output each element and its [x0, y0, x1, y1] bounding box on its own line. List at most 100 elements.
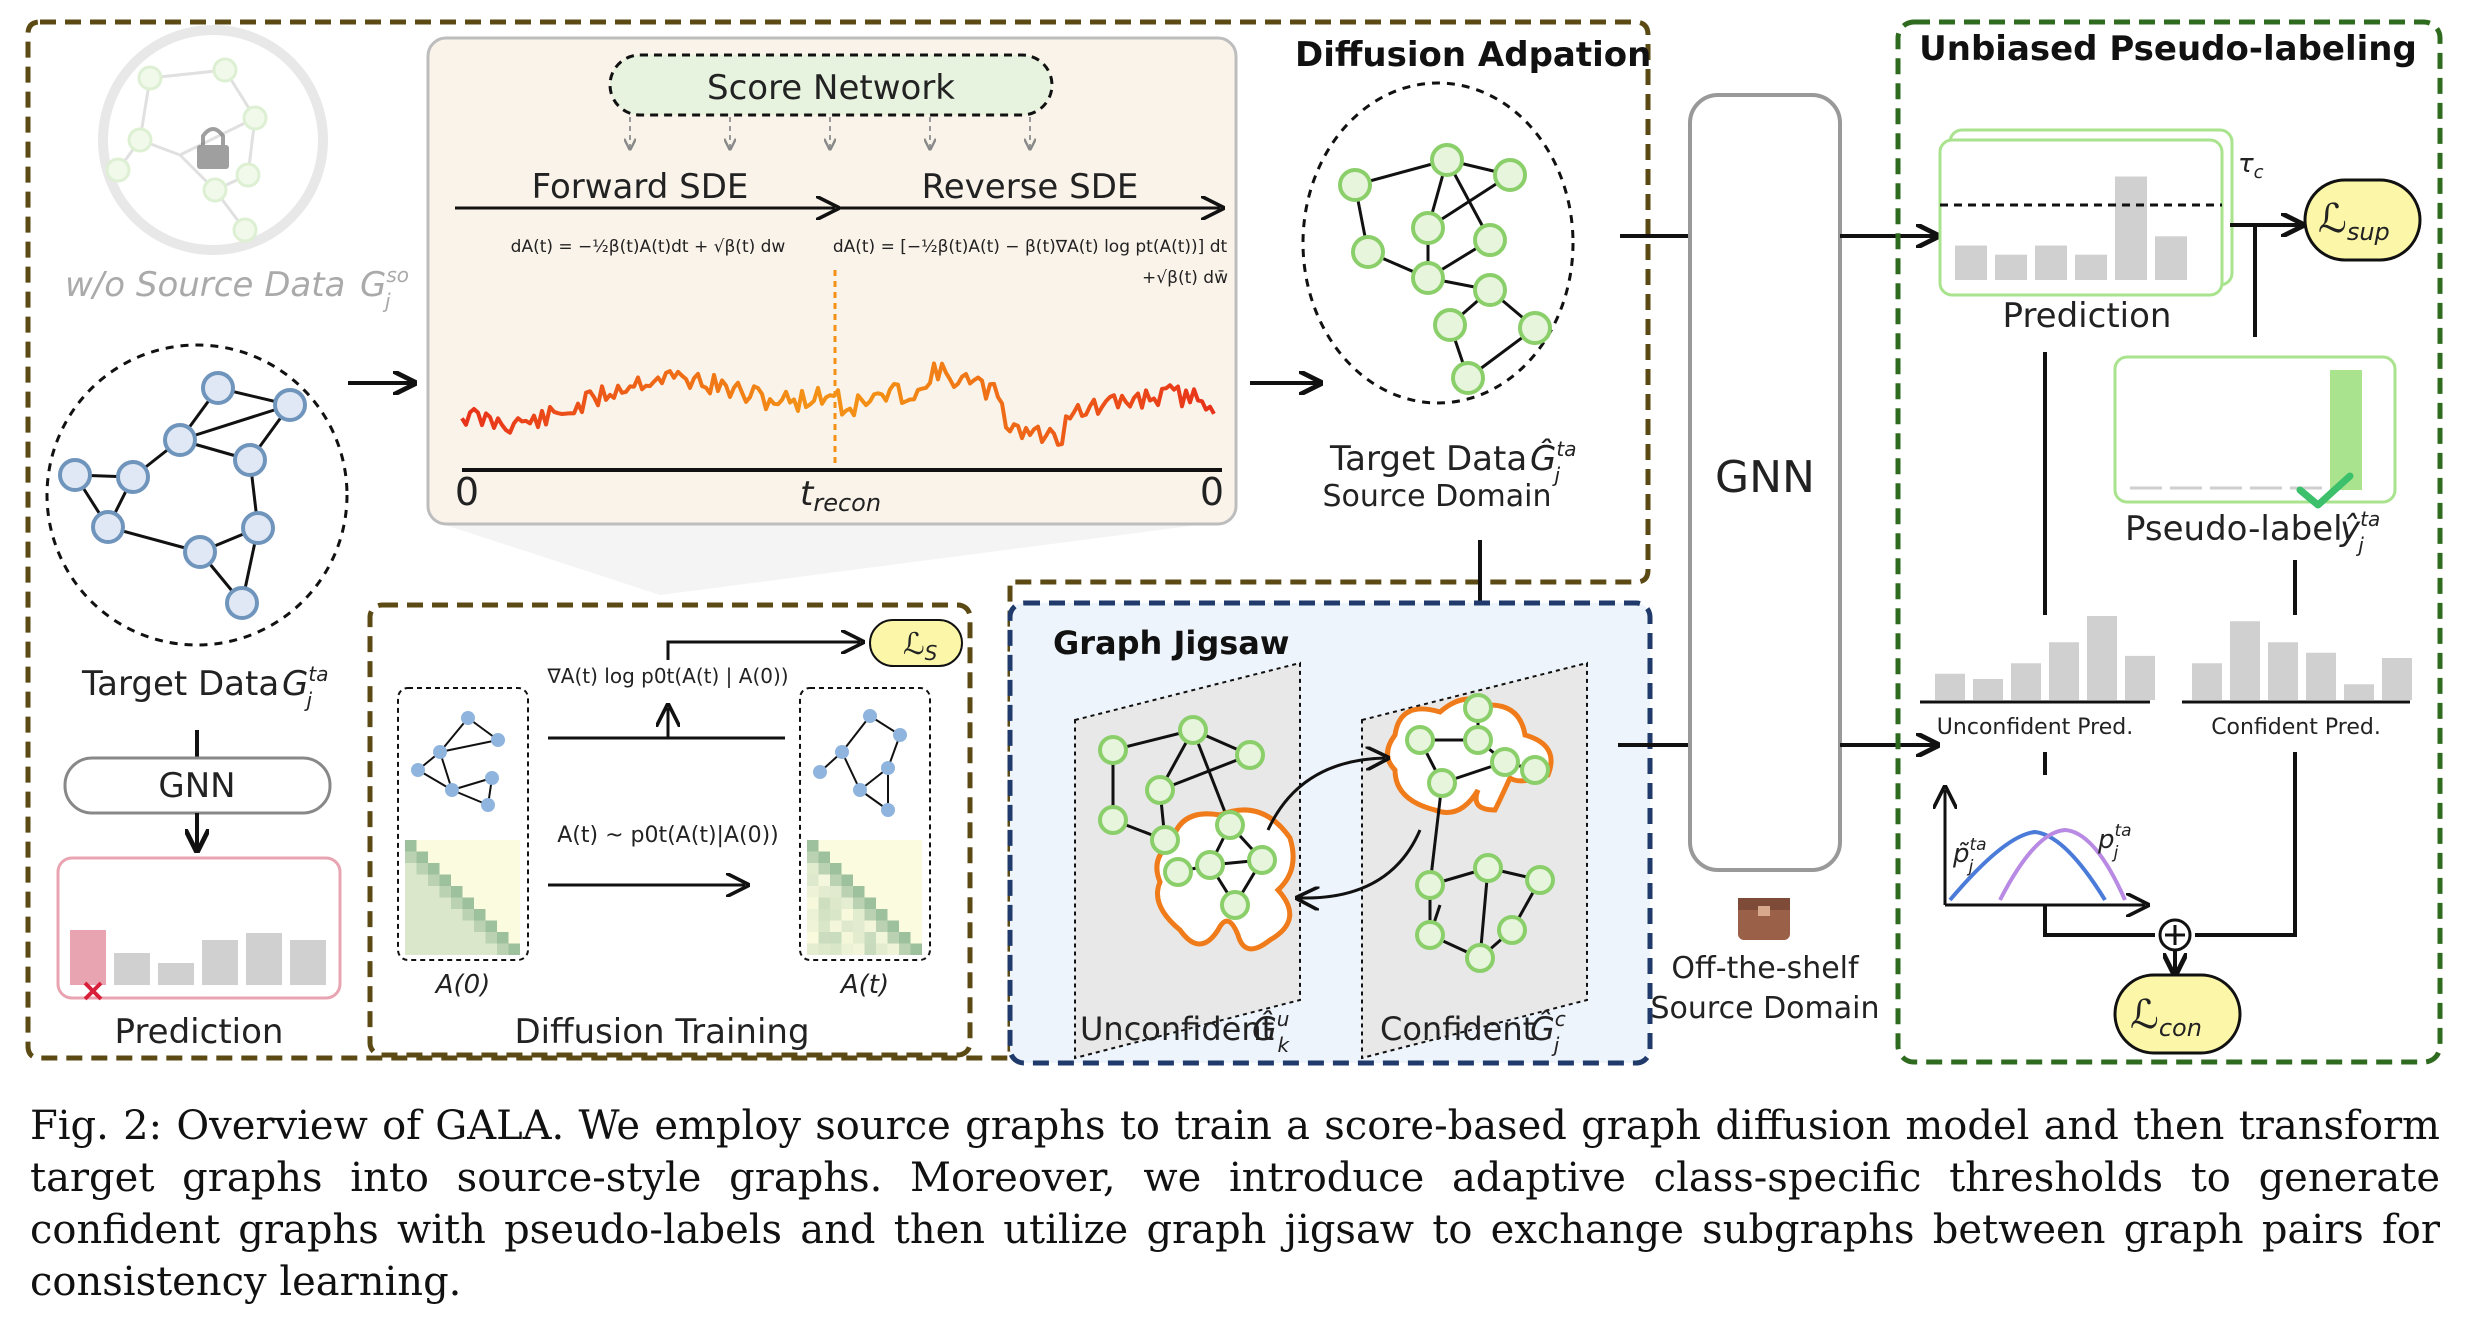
matrix-cell [830, 874, 842, 886]
matrix-cell [807, 909, 819, 921]
matrix-cell [841, 886, 853, 898]
swap-arrow-bottom [1300, 829, 1422, 898]
confident-pred-bar-2 [2230, 621, 2260, 700]
matrix-cell [405, 874, 417, 886]
matrix-cell [899, 932, 911, 944]
matrix-cell [818, 920, 830, 932]
matrix-cell [405, 886, 417, 898]
loss-con-badge: ℒcon [2113, 973, 2242, 1055]
cross-icon [83, 981, 103, 1001]
left-prediction-bar-4 [202, 940, 238, 985]
gnn-small-box: GNN [63, 756, 332, 815]
matrix-cell [416, 886, 428, 898]
source-graph-locked [98, 25, 328, 255]
matrix-cell [462, 932, 474, 944]
matrix-cell [439, 874, 451, 886]
axis-zero-left: 0 [455, 470, 479, 514]
prediction-right-label: Prediction [2003, 296, 2172, 336]
matrix-cell [428, 874, 440, 886]
lock-icon [197, 127, 229, 169]
svg-text:ℒcon: ℒcon [2130, 992, 2202, 1042]
matrix-cell [864, 932, 876, 944]
svg-text:ℒS: ℒS [903, 627, 938, 665]
right-prediction-bar-2 [1995, 254, 2027, 280]
matrix-cell [818, 909, 830, 921]
reverse-equation: dA(t) = [−½β(t)A(t) − β(t)∇A(t) log pt(A… [833, 237, 1228, 257]
forward-sde-label: Forward SDE [532, 167, 749, 207]
matrix-cell [853, 932, 865, 944]
figure-caption: Fig. 2: Overview of GALA. We employ sour… [30, 1103, 2440, 1305]
matrix-cell [876, 920, 888, 932]
matrix-cell [428, 920, 440, 932]
confident-pred-bar-5 [2344, 684, 2374, 700]
matrix-cell [830, 886, 842, 898]
adapted-source-domain: Source Domain [1323, 479, 1552, 514]
matrix-cell [887, 932, 899, 944]
confident-label: Confident [1380, 1010, 1535, 1048]
matrix-cell [416, 932, 428, 944]
target-graph [45, 343, 349, 647]
matrix-cell [405, 840, 417, 852]
matrix-cell [818, 851, 830, 863]
confident-pred-label: Confident Pred. [2211, 715, 2381, 740]
off-the-shelf-domain: Source Domain [1651, 991, 1880, 1026]
matrix-cell [876, 909, 888, 921]
confident-pred-bar-3 [2268, 642, 2298, 700]
matrix-cell [910, 943, 922, 955]
diffusion-adaptation-title: Diffusion Adpation [1295, 35, 1651, 75]
swap-arrow-top [1266, 758, 1385, 831]
matrix-cell [818, 943, 830, 955]
svg-text:GNN: GNN [1715, 452, 1815, 503]
matrix-cell [876, 932, 888, 944]
reverse-sde-label: Reverse SDE [922, 167, 1139, 207]
matrix-cell [807, 943, 819, 955]
right-prediction-bar-1 [1955, 245, 1987, 280]
matrix-cell [830, 909, 842, 921]
matrix-cell [474, 909, 486, 921]
unconfident-pred-bar-5 [2087, 616, 2117, 700]
matrix-cell [485, 920, 497, 932]
matrix-cell [853, 943, 865, 955]
left-prediction-bar-5 [246, 933, 282, 985]
axis-zero-right: 0 [1200, 470, 1224, 514]
matrix-cell [416, 863, 428, 875]
matrix-cell [818, 874, 830, 886]
svg-text:Score Network: Score Network [707, 68, 955, 108]
matrix-cell [428, 886, 440, 898]
matrix-cell [439, 897, 451, 909]
a0-card [397, 687, 529, 961]
matrix-cell [508, 943, 520, 955]
wo-source-label: w/o Source Data [65, 265, 345, 305]
left-prediction-label: Prediction [115, 1012, 284, 1052]
plus-icon [2158, 918, 2192, 952]
unconfident-pred-bar-3 [2011, 663, 2041, 700]
matrix-cell [451, 920, 463, 932]
matrix-cell [405, 932, 417, 944]
matrix-cell [474, 920, 486, 932]
matrix-cell [887, 920, 899, 932]
matrix-cell [439, 886, 451, 898]
unconfident-symbol: Ĝu k [1252, 1007, 1290, 1057]
score-network-box: Score Network [608, 53, 1054, 117]
matrix-cell [853, 886, 865, 898]
matrix-cell [439, 909, 451, 921]
unbiased-pseudo-title: Unbiased Pseudo-labeling [1919, 29, 2417, 69]
matrix-cell [807, 886, 819, 898]
unconfident-graph [1098, 715, 1296, 952]
matrix-cell [807, 874, 819, 886]
matrix-cell [830, 920, 842, 932]
diffusion-training-panel [367, 602, 973, 1058]
diffusion-training-title: Diffusion Training [514, 1012, 809, 1052]
matrix-cell [428, 909, 440, 921]
confident-graph [1385, 693, 1555, 973]
matrix-cell [416, 920, 428, 932]
right-prediction-bar-3 [2035, 245, 2067, 280]
left-prediction-bar-3 [158, 963, 194, 985]
right-prediction-box [1938, 138, 2224, 297]
matrix-cell [807, 898, 819, 910]
pseudo-label-symbol: ŷta j [2339, 507, 2380, 557]
matrix-cell [451, 897, 463, 909]
matrix-cell [818, 897, 830, 909]
right-prediction-bar-6 [2155, 236, 2187, 280]
matrix-cell [841, 874, 853, 886]
